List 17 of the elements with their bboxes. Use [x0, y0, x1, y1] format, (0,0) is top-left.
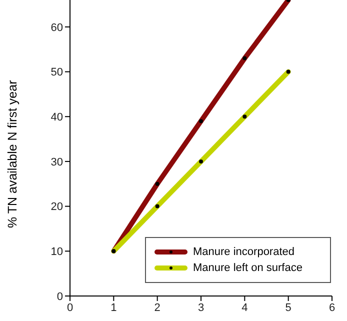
- x-tick-label: 5: [285, 302, 292, 314]
- x-tick-label: 4: [242, 302, 248, 314]
- x-tick-label: 2: [154, 302, 160, 314]
- legend-label: Manure incorporated: [193, 245, 295, 260]
- x-tick-label: 1: [110, 302, 117, 314]
- y-tick-label: 50: [50, 66, 63, 79]
- x-tick-label: 6: [328, 302, 336, 314]
- x-tick-label: 0: [66, 302, 74, 314]
- legend-label: Manure left on surface: [193, 261, 302, 276]
- y-tick-label: 40: [50, 112, 63, 124]
- y-tick-label: 0: [56, 290, 63, 303]
- y-tick-label: 60: [50, 22, 63, 34]
- y-tick-label: 10: [50, 246, 63, 258]
- x-tick-label: 3: [198, 302, 204, 314]
- y-tick-label: 20: [50, 201, 63, 214]
- y-axis-title: % TN available N first year: [5, 80, 20, 228]
- y-tick-label: 30: [50, 156, 63, 168]
